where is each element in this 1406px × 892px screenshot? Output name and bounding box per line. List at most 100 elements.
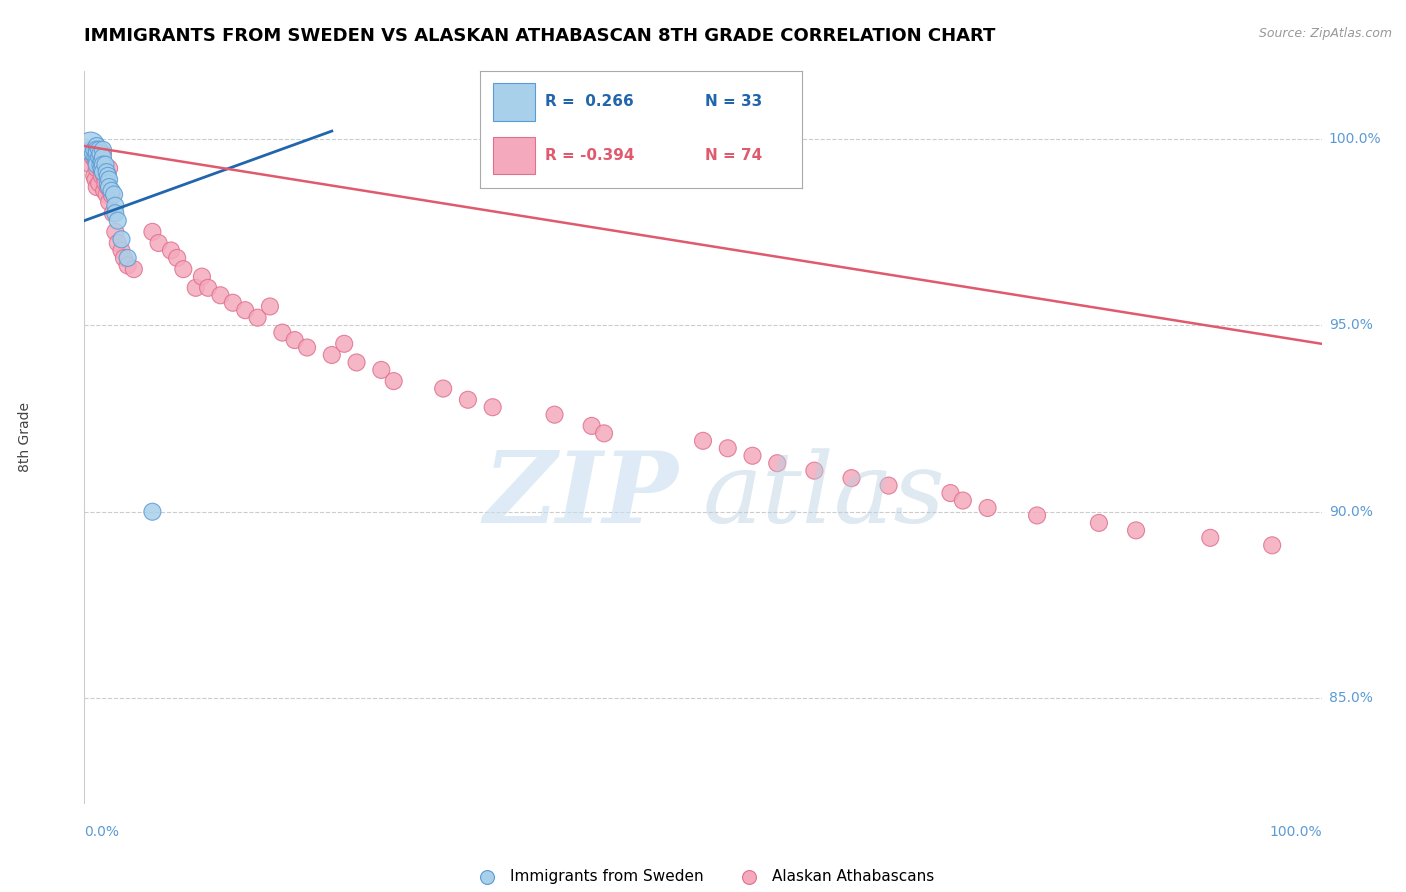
Point	[209, 288, 232, 302]
Point	[89, 158, 111, 172]
Point	[841, 471, 863, 485]
Point	[94, 158, 117, 172]
Point	[89, 146, 111, 161]
Point	[86, 146, 108, 161]
Point	[803, 464, 825, 478]
Point	[96, 187, 118, 202]
Point	[172, 262, 194, 277]
Point	[321, 348, 343, 362]
Point	[84, 153, 107, 168]
Point	[91, 158, 114, 172]
Point	[295, 341, 318, 355]
Text: ZIP: ZIP	[484, 448, 678, 544]
Point	[91, 165, 114, 179]
Point	[86, 158, 108, 172]
Point	[112, 251, 135, 265]
Point	[89, 177, 111, 191]
Point	[1026, 508, 1049, 523]
Point	[82, 146, 104, 161]
Point	[83, 169, 105, 183]
Point	[100, 187, 122, 202]
Point	[89, 143, 111, 157]
Point	[184, 281, 207, 295]
Point	[87, 150, 110, 164]
Point	[96, 165, 118, 179]
Text: Source: ZipAtlas.com: Source: ZipAtlas.com	[1258, 27, 1392, 40]
Point	[79, 143, 101, 157]
Point	[84, 150, 107, 164]
Point	[160, 244, 183, 258]
Point	[952, 493, 974, 508]
Point	[481, 401, 503, 415]
Point	[90, 169, 112, 183]
Point	[98, 180, 121, 194]
Point	[117, 259, 139, 273]
Point	[692, 434, 714, 448]
Point	[97, 169, 120, 183]
Point	[100, 184, 122, 198]
Point	[1088, 516, 1111, 530]
Point	[82, 150, 104, 164]
Point	[1199, 531, 1222, 545]
Point	[94, 177, 117, 191]
Point	[104, 206, 127, 220]
Point	[197, 281, 219, 295]
Point	[104, 225, 127, 239]
Point	[1261, 538, 1284, 552]
Text: 100.0%: 100.0%	[1329, 131, 1381, 145]
Point	[89, 158, 111, 172]
Point	[86, 161, 108, 176]
Point	[741, 449, 763, 463]
Point	[333, 336, 356, 351]
Point	[246, 310, 269, 325]
Point	[110, 244, 132, 258]
Point	[98, 161, 121, 176]
Point	[83, 143, 105, 157]
Point	[284, 333, 307, 347]
Point	[103, 187, 125, 202]
Point	[877, 478, 900, 492]
Point	[90, 153, 112, 168]
Point	[543, 408, 565, 422]
Point	[370, 363, 392, 377]
Point	[259, 300, 281, 314]
Point	[93, 169, 115, 183]
Point	[717, 442, 740, 456]
Point	[976, 500, 998, 515]
Point	[110, 232, 132, 246]
Point	[90, 161, 112, 176]
Point	[107, 235, 129, 250]
Text: 8th Grade: 8th Grade	[18, 402, 32, 472]
Legend: Immigrants from Sweden, Alaskan Athabascans: Immigrants from Sweden, Alaskan Athabasc…	[465, 863, 941, 890]
Text: 100.0%: 100.0%	[1270, 825, 1322, 839]
Point	[91, 143, 114, 157]
Point	[89, 150, 111, 164]
Point	[107, 213, 129, 227]
Point	[84, 172, 107, 186]
Text: 95.0%: 95.0%	[1329, 318, 1372, 332]
Point	[166, 251, 188, 265]
Text: 0.0%: 0.0%	[84, 825, 120, 839]
Point	[93, 184, 115, 198]
Point	[91, 165, 114, 179]
Point	[86, 143, 108, 157]
Point	[382, 374, 405, 388]
Point	[346, 355, 368, 369]
Point	[766, 456, 789, 470]
Point	[83, 146, 105, 161]
Point	[91, 150, 114, 164]
Point	[457, 392, 479, 407]
Point	[191, 269, 214, 284]
Point	[141, 505, 163, 519]
Point	[141, 225, 163, 239]
Point	[1125, 524, 1147, 538]
Point	[104, 199, 127, 213]
Point	[939, 486, 962, 500]
Text: atlas: atlas	[703, 448, 946, 543]
Point	[148, 235, 170, 250]
Point	[593, 426, 616, 441]
Point	[86, 153, 108, 168]
Point	[86, 139, 108, 153]
Point	[233, 303, 256, 318]
Point	[86, 180, 108, 194]
